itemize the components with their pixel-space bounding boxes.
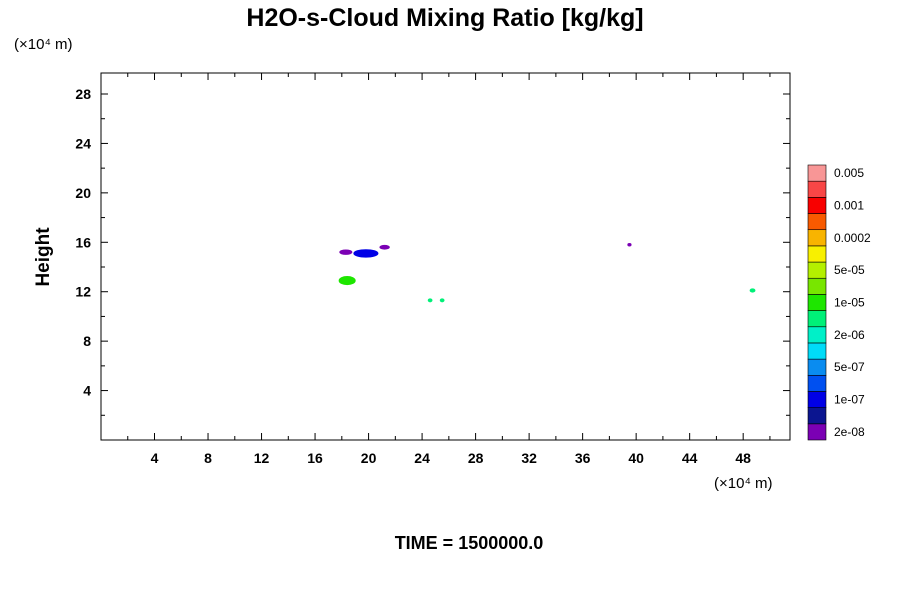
colorbar-swatch: [807, 261, 827, 279]
colorbar-swatch: [807, 407, 827, 425]
x-tick-label: 32: [521, 450, 537, 466]
colorbar-swatch: [807, 277, 827, 295]
y-tick-label: 24: [75, 135, 91, 151]
colorbar-swatch: [807, 245, 827, 263]
colorbar-swatch: [807, 423, 827, 441]
colorbar-label: 5e-05: [834, 263, 865, 277]
contour-patch: [339, 249, 353, 255]
colorbar-swatch: [807, 326, 827, 344]
y-tick-label: 4: [83, 383, 91, 399]
colorbar-swatch: [807, 164, 827, 182]
chart-title: H2O-s-Cloud Mixing Ratio [kg/kg]: [246, 4, 643, 32]
x-tick-label: 4: [151, 450, 159, 466]
x-tick-label: 8: [204, 450, 212, 466]
y-unit-label: (×10⁴ m): [14, 36, 73, 53]
x-axis: 4 8 12 16 20 24 28 32 36 40 44 48: [127, 73, 771, 466]
y-tick-label: 28: [75, 86, 91, 102]
colorbar-swatch: [807, 374, 827, 392]
x-tick-label: 48: [735, 450, 751, 466]
y-tick-label: 16: [75, 234, 91, 250]
colorbar-label: 0.0002: [834, 231, 871, 245]
contour-patch: [379, 244, 390, 250]
colorbar-label: 2e-06: [834, 328, 865, 342]
colorbar-label: 1e-07: [834, 393, 865, 407]
y-axis: 4 8 12 16 20 24 28: [75, 86, 790, 416]
colorbar-swatch: [807, 342, 827, 360]
contour-patch: [427, 298, 433, 303]
y-tick-label: 8: [83, 333, 91, 349]
y-axis-label: Height: [33, 227, 54, 287]
y-tick-label: 12: [75, 284, 91, 300]
x-tick-label: 12: [254, 450, 270, 466]
contour-patch: [627, 243, 632, 247]
colorbar-label: 5e-07: [834, 360, 865, 374]
colorbar-label: 0.001: [834, 198, 864, 212]
colorbar-swatch: [807, 180, 827, 198]
contour-patch: [338, 276, 356, 286]
colorbar: 2e-08 1e-07 5e-07 2e-06 1e-05 5e-05 0.0002 0.00…: [807, 164, 871, 441]
x-tick-label: 16: [307, 450, 323, 466]
colorbar-swatch: [807, 213, 827, 231]
x-tick-label: 20: [361, 450, 377, 466]
colorbar-label: 0.005: [834, 166, 864, 180]
x-unit-label: (×10⁴ m): [714, 475, 773, 492]
colorbar-label: 1e-05: [834, 296, 865, 310]
contour-features: [338, 243, 756, 303]
x-tick-label: 40: [628, 450, 644, 466]
contour-patch: [353, 249, 379, 258]
contour-patch: [749, 288, 756, 293]
colorbar-swatch: [807, 197, 827, 214]
colorbar-swatch: [807, 391, 827, 408]
y-tick-label: 20: [75, 185, 91, 201]
time-label: TIME = 1500000.0: [395, 533, 544, 553]
colorbar-swatch: [807, 294, 827, 311]
contour-patch: [439, 298, 445, 303]
colorbar-swatch: [807, 358, 827, 376]
x-tick-label: 36: [575, 450, 591, 466]
x-tick-label: 28: [468, 450, 484, 466]
x-tick-label: 44: [682, 450, 698, 466]
plot-area-frame: [100, 72, 791, 441]
colorbar-swatch: [807, 310, 827, 328]
colorbar-swatch: [807, 229, 827, 247]
colorbar-label: 2e-08: [834, 425, 865, 439]
x-tick-label: 24: [414, 450, 430, 466]
